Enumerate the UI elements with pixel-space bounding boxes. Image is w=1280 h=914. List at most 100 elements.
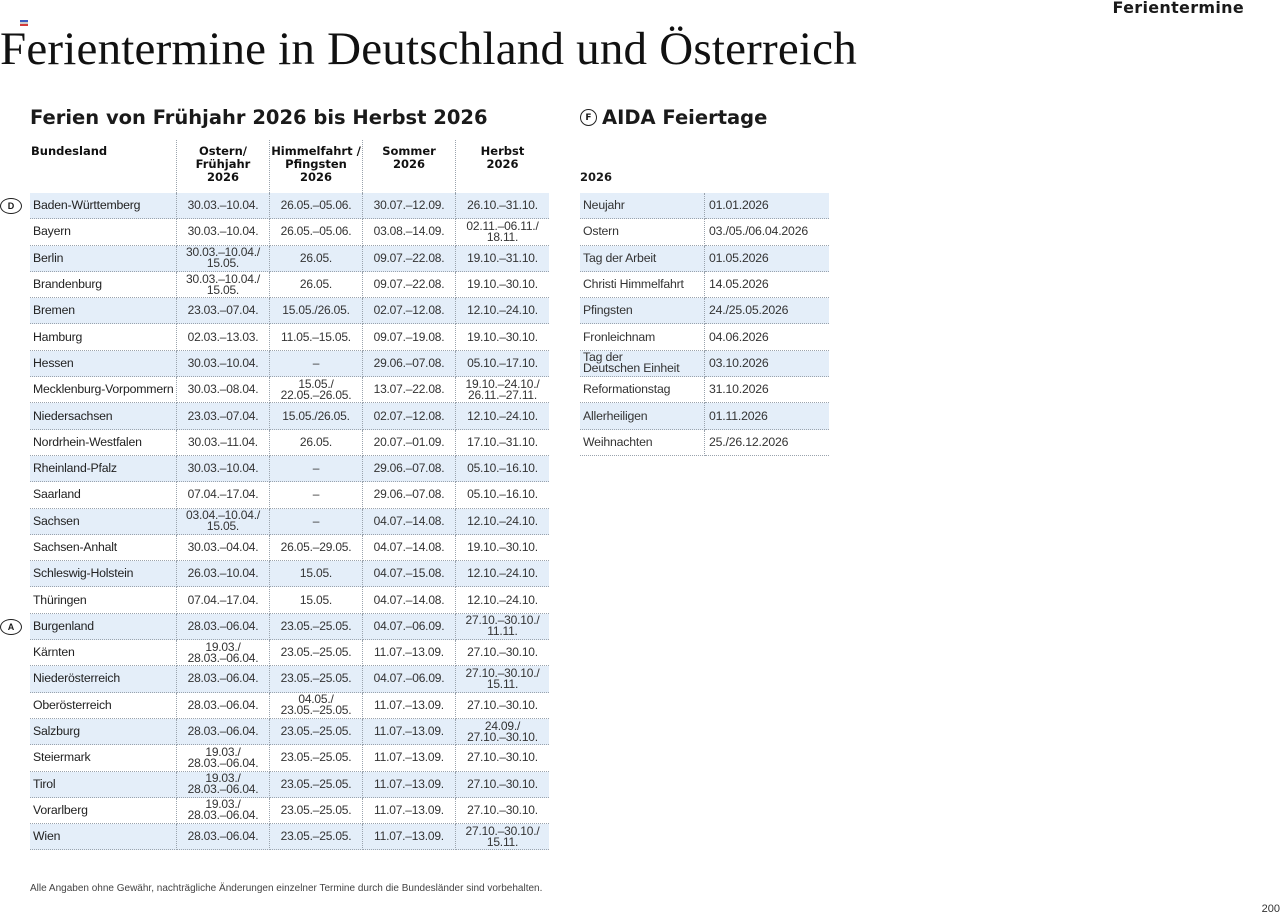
date-cell: 11.07.–13.09.	[363, 824, 456, 851]
date-cell: 27.10.–30.10./ 15.11.	[456, 824, 549, 851]
date-cell: 11.07.–13.09.	[363, 771, 456, 798]
date-cell: 23.05.–25.05.	[270, 824, 363, 851]
date-cell: 12.10.–24.10.	[456, 298, 549, 325]
table-row: Niedersachsen 23.03.–07.04. 15.05./26.05. 0…	[30, 403, 549, 430]
feiertag-row: Allerheiligen 01.11.2026	[580, 403, 829, 430]
bundesland-cell: Kärnten	[30, 640, 177, 667]
date-cell: 19.10.–24.10./ 26.11.–27.11.	[456, 377, 549, 404]
feiertag-date: 03.10.2026	[705, 350, 829, 378]
bundesland-cell: Thüringen	[30, 587, 177, 614]
date-cell: 23.03.–07.04.	[177, 298, 270, 325]
holiday-table-header: Bundesland Ostern/ Frühjahr 2026 Himmelfah…	[30, 140, 549, 193]
bundesland-cell: Salzburg	[30, 718, 177, 746]
page-number: 200	[1261, 903, 1280, 914]
feiertag-row: Fronleichnam 04.06.2026	[580, 324, 829, 351]
date-cell: 04.07.–15.08.	[363, 561, 456, 588]
table-row: Burgenland 28.03.–06.04. 23.05.–25.05. 04.0…	[30, 613, 549, 641]
feiertage-section-title: F AIDA Feiertage	[580, 106, 767, 129]
flag-icon	[20, 20, 28, 26]
date-cell: 28.03.–06.04.	[177, 692, 270, 719]
date-cell: 26.05.–05.06.	[270, 193, 363, 220]
bundesland-cell: Tirol	[30, 771, 177, 798]
table-row: Sachsen-Anhalt 30.03.–04.04. 26.05.–29.05.…	[30, 534, 549, 562]
bundesland-cell: Rheinland-Pfalz	[30, 455, 177, 483]
date-cell: 19.10.–30.10.	[456, 272, 549, 299]
corner-title: Ferientermine	[1112, 0, 1244, 17]
date-cell: 30.03.–04.04.	[177, 534, 270, 562]
feiertag-name: Allerheiligen	[580, 403, 705, 430]
feiertag-row: Christi Himmelfahrt 14.05.2026	[580, 271, 829, 299]
holidays-section-title: Ferien von Frühjahr 2026 bis Herbst 2026	[30, 106, 488, 129]
table-row: Saarland 07.04.–17.04. –29.06.–07.08. 05.10…	[30, 482, 549, 509]
feiertag-date: 14.05.2026	[705, 272, 829, 299]
date-cell: 27.10.–30.10.	[456, 693, 549, 719]
feiertag-name: Tag der Deutschen Einheit	[580, 350, 705, 378]
date-cell: 30.03.–10.04.	[177, 350, 270, 378]
feiertag-row: Weihnachten 25./26.12.2026	[580, 429, 829, 456]
column-header: Bundesland	[30, 140, 177, 193]
bundesland-cell: Hamburg	[30, 324, 177, 351]
bundesland-cell: Bremen	[30, 298, 177, 325]
table-row: Hamburg 02.03.–13.03. 11.05.–15.05. 09.07.–…	[30, 324, 549, 351]
date-cell: 28.03.–06.04.	[177, 718, 270, 746]
table-row: Bremen 23.03.–07.04. 15.05./26.05. 02.07.–1…	[30, 298, 549, 325]
date-cell: 26.05.–05.06.	[270, 219, 363, 246]
date-cell: 05.10.–16.10.	[456, 482, 549, 509]
date-cell: 12.10.–24.10.	[456, 403, 549, 430]
date-cell: 09.07.–22.08.	[363, 245, 456, 272]
table-row: Kärnten 19.03./ 28.03.–06.04. 23.05.–25.05…	[30, 640, 549, 667]
date-cell: 26.05.	[270, 271, 363, 299]
column-header: Sommer 2026	[363, 140, 456, 193]
table-row: Baden-Württemberg 30.03.–10.04. 26.05.–05.…	[30, 193, 549, 220]
date-cell: 04.07.–14.08.	[363, 587, 456, 614]
table-row: Thüringen 07.04.–17.04. 15.05. 04.07.–14.08…	[30, 587, 549, 614]
date-cell: 04.07.–06.09.	[363, 666, 456, 693]
date-cell: 27.10.–30.10./ 15.11.	[456, 666, 549, 693]
feiertag-date: 04.06.2026	[705, 324, 829, 351]
feiertag-name: Ostern	[580, 219, 705, 246]
date-cell: 11.07.–13.09.	[363, 797, 456, 825]
footnote: Alle Angaben ohne Gewähr, nachträgliche …	[30, 883, 543, 894]
date-cell: 09.07.–22.08.	[363, 271, 456, 299]
country-group-badge: D	[0, 198, 22, 215]
column-header: Herbst 2026	[456, 140, 549, 193]
bundesland-cell: Mecklenburg-Vorpommern	[30, 377, 177, 404]
bundesland-cell: Burgenland	[30, 613, 177, 641]
feiertag-name: Tag der Arbeit	[580, 245, 705, 272]
feiertage-title-text: AIDA Feiertage	[602, 106, 768, 129]
date-cell: 04.07.–14.08.	[363, 508, 456, 535]
date-cell: 29.06.–07.08.	[363, 350, 456, 378]
date-cell: 12.10.–24.10.	[456, 561, 549, 588]
date-cell: 11.07.–13.09.	[363, 718, 456, 746]
date-cell: 02.03.–13.03.	[177, 324, 270, 351]
table-row: Sachsen 03.04.–10.04./ 15.05. –04.07.–14.0…	[30, 508, 549, 535]
date-cell: 12.10.–24.10.	[456, 508, 549, 535]
date-cell: 19.10.–30.10.	[456, 324, 549, 351]
feiertag-date: 31.10.2026	[705, 377, 829, 404]
date-cell: 19.03./ 28.03.–06.04.	[177, 797, 270, 825]
table-row: Salzburg 28.03.–06.04. 23.05.–25.05. 11.07.…	[30, 718, 549, 746]
table-row: Brandenburg 30.03.–10.04./ 15.05. 26.05. 09…	[30, 271, 549, 299]
table-row: Niederösterreich 28.03.–06.04. 23.05.–25.0…	[30, 666, 549, 693]
date-cell: 28.03.–06.04.	[177, 824, 270, 851]
date-cell: 30.03.–11.04.	[177, 429, 270, 456]
table-row: Mecklenburg-Vorpommern 30.03.–08.04. 15.05…	[30, 377, 549, 404]
date-cell: 15.05.	[270, 587, 363, 614]
feiertag-date: 01.05.2026	[705, 245, 829, 272]
date-cell: 19.10.–30.10.	[456, 535, 549, 562]
date-cell: 27.10.–30.10.	[456, 640, 549, 667]
date-cell: 07.04.–17.04.	[177, 587, 270, 614]
date-cell: 30.03.–08.04.	[177, 377, 270, 404]
date-cell: 26.05.–29.05.	[270, 534, 363, 562]
date-cell: 05.10.–16.10.	[456, 455, 549, 483]
feiertag-date: 25./26.12.2026	[705, 430, 829, 456]
date-cell: 30.03.–10.04.	[177, 219, 270, 246]
bundesland-cell: Sachsen	[30, 508, 177, 535]
bundesland-cell: Steiermark	[30, 745, 177, 772]
date-cell: 19.10.–31.10.	[456, 245, 549, 272]
date-cell: 27.10.–30.10.	[456, 798, 549, 825]
bundesland-cell: Vorarlberg	[30, 797, 177, 825]
date-cell: 03.04.–10.04./ 15.05.	[177, 508, 270, 535]
date-cell: 20.07.–01.09.	[363, 429, 456, 456]
feiertag-row: Neujahr 01.01.2026	[580, 193, 829, 220]
